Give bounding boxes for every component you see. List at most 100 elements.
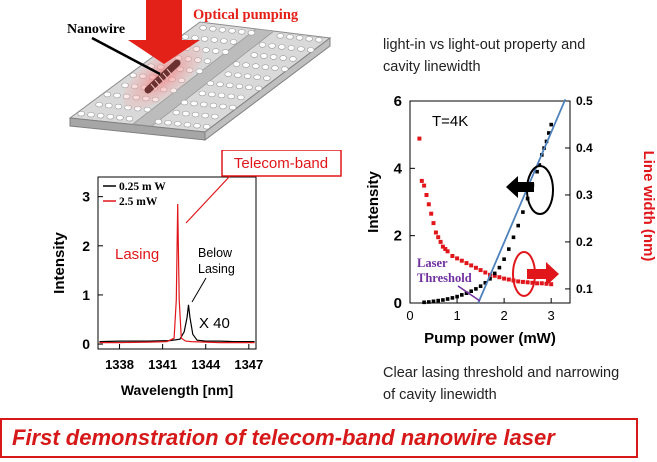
intensity-point	[535, 169, 539, 174]
laser-threshold-label-2: Threshold	[417, 271, 472, 285]
linewidth-point	[450, 254, 455, 258]
air-hole	[209, 26, 217, 32]
y2-tick-label: 0.4	[576, 141, 593, 155]
optical-pumping-label: Optical pumping	[193, 7, 299, 23]
below-lasing-label-1: Below	[198, 246, 233, 260]
air-hole	[191, 111, 200, 118]
intensity-point	[549, 122, 553, 127]
air-hole	[203, 58, 212, 64]
air-hole	[247, 30, 256, 36]
air-hole	[250, 52, 259, 58]
light-in-light-out-chart: 0 1 2 3 0 2 4 6 0.1 0.2 0.3 0.4 0.5 T=4K Laser Thres…	[365, 93, 657, 347]
air-hole	[183, 121, 192, 128]
intensity-point	[478, 284, 483, 288]
linewidth-point	[497, 275, 502, 280]
air-hole	[105, 102, 113, 109]
air-hole	[221, 49, 230, 55]
air-hole	[181, 34, 190, 40]
linewidth-point	[506, 277, 511, 282]
air-hole	[226, 82, 234, 89]
air-hole	[154, 118, 163, 125]
laser-threshold-label-1: Laser	[417, 256, 448, 270]
top-note-line-1: light-in vs light-out property and	[383, 37, 586, 53]
air-hole	[87, 111, 95, 118]
linewidth-point	[549, 282, 554, 287]
telecom-band-callout-box	[221, 150, 342, 177]
air-hole	[180, 99, 189, 106]
right-arrow-icon	[527, 262, 559, 286]
air-hole	[253, 74, 261, 80]
y2-tick-label: 0.1	[576, 282, 593, 296]
legend-entry: 0.25 m W	[119, 181, 166, 193]
air-hole	[116, 114, 124, 121]
air-hole	[245, 84, 253, 91]
bottom-note: Clear lasing threshold and narrowing of …	[383, 362, 619, 406]
linewidth-point	[478, 268, 483, 273]
pump-arrow	[128, 0, 200, 64]
air-hole	[182, 110, 190, 117]
air-hole	[95, 101, 103, 108]
headline-banner: First demonstration of telecom-band nano…	[0, 418, 638, 458]
y-tick-label: 0	[394, 295, 402, 312]
nanowire-cavity-diagram: Nanowire Optical pumping	[67, 0, 332, 142]
series-line-1	[99, 203, 255, 344]
linewidth-point	[525, 280, 530, 285]
air-hole	[238, 29, 246, 35]
y-tick-label: 0	[82, 336, 90, 352]
air-hole	[211, 113, 219, 120]
intensity-point	[497, 265, 502, 270]
linewidth-point	[426, 202, 431, 207]
linewidth-point	[483, 270, 488, 275]
air-hole	[307, 47, 315, 53]
air-hole	[219, 103, 227, 110]
intensity-point	[441, 298, 445, 302]
air-hole	[243, 73, 252, 79]
nanowire-label: Nanowire	[67, 22, 125, 37]
intensity-point	[445, 297, 450, 301]
linewidth-point	[440, 244, 445, 249]
spectrum-x-axis-label: Wavelength [nm]	[121, 382, 233, 398]
lasing-label: Lasing	[115, 246, 159, 263]
linewidth-point	[422, 183, 427, 188]
bottom-note-line-1: Clear lasing threshold and narrowing	[383, 365, 620, 381]
air-hole	[103, 91, 111, 98]
air-hole	[263, 75, 271, 81]
x-tick-label: 3	[548, 308, 555, 323]
linewidth-point	[438, 239, 443, 244]
air-hole	[77, 110, 85, 117]
top-note: light-in vs light-out property and cavit…	[383, 34, 585, 78]
linewidth-point	[419, 178, 424, 183]
air-hole	[228, 28, 236, 34]
air-hole	[269, 54, 278, 60]
spectrum-y-axis-label: Intensity	[51, 232, 68, 294]
linewidth-point	[464, 261, 469, 266]
intensity-point	[450, 296, 455, 300]
lio-ticks: 0 1 2 3 0 2 4 6 0.1 0.2 0.3 0.4 0.5	[394, 93, 593, 323]
linewidth-point	[433, 230, 438, 235]
intensity-point	[469, 289, 473, 293]
top-note-line-2: cavity linewidth	[383, 59, 481, 75]
intensity-point	[436, 298, 440, 303]
x-tick-label: 1338	[105, 357, 134, 372]
air-hole	[234, 72, 242, 78]
air-hole	[278, 44, 286, 50]
linewidth-point	[455, 256, 460, 261]
linewidth-point	[436, 235, 441, 240]
temperature-label: T=4K	[432, 113, 468, 130]
air-hole	[271, 65, 279, 71]
linewidth-point	[469, 263, 474, 268]
linewidth-point	[424, 193, 429, 197]
air-hole	[229, 39, 238, 45]
air-hole	[232, 61, 241, 67]
air-hole	[202, 47, 210, 53]
intensity-point	[464, 291, 469, 295]
y-tick-label: 1	[82, 287, 90, 303]
air-hole	[252, 63, 260, 69]
callout-pointer	[185, 175, 231, 224]
spectrum-legend: 0.25 m W 2.5 mW	[103, 181, 166, 208]
threshold-pointer	[457, 285, 481, 302]
air-hole	[255, 85, 263, 92]
air-hole	[279, 55, 287, 61]
intensity-point	[431, 299, 436, 304]
air-hole	[209, 102, 218, 109]
